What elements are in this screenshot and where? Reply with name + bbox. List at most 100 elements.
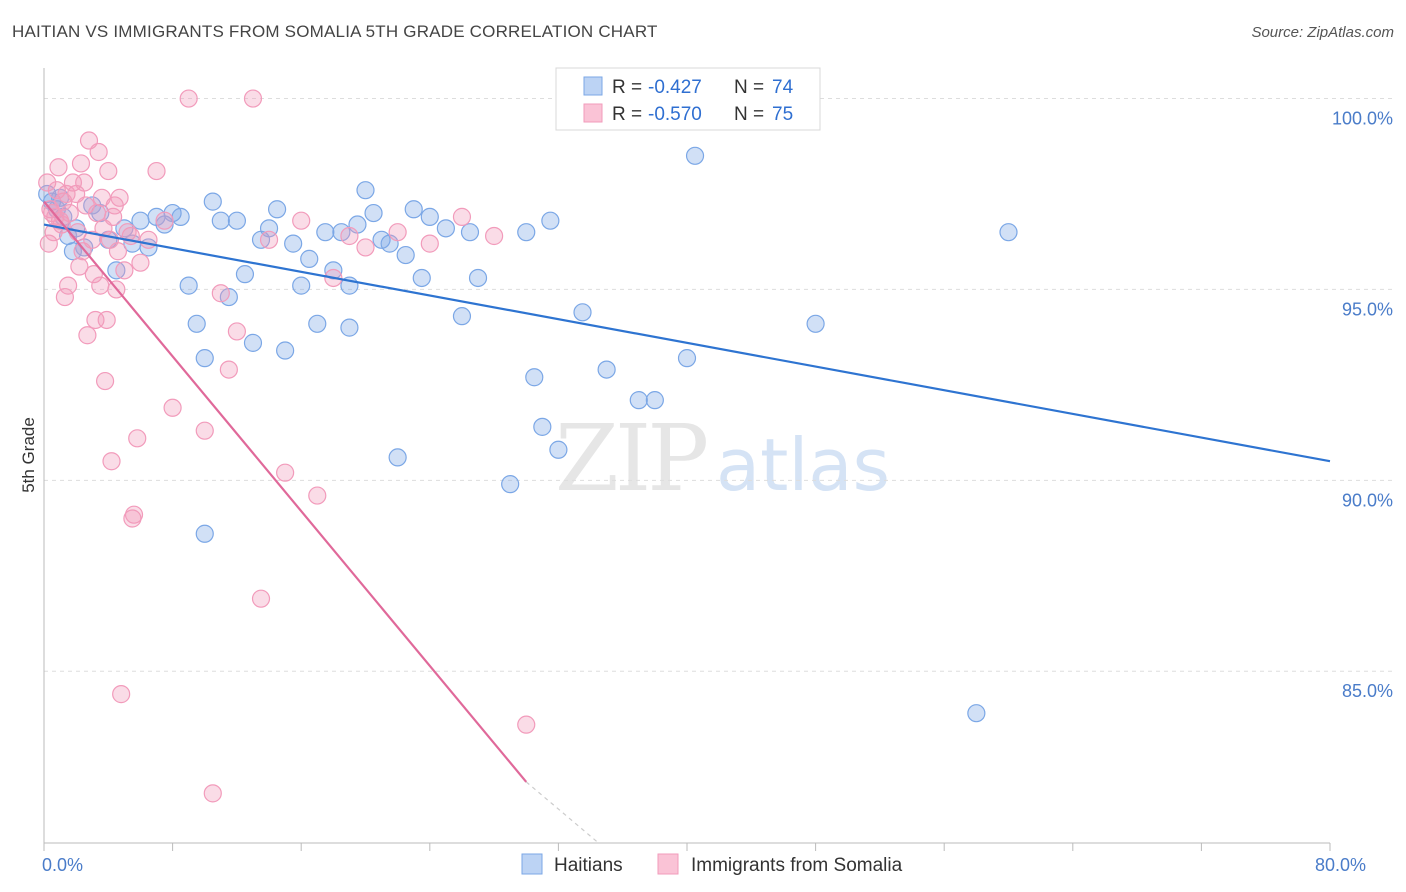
point-haitians-56 <box>501 475 520 494</box>
point-somalia-53 <box>203 784 222 803</box>
point-haitians-48 <box>396 245 415 265</box>
legend-n-label-1: N = <box>734 77 764 98</box>
point-somalia-29 <box>95 371 115 391</box>
point-haitians-32 <box>267 200 287 219</box>
y-tick-label-90: 90.0% <box>1342 490 1393 510</box>
point-somalia-34 <box>104 207 123 226</box>
point-haitians-36 <box>300 249 319 268</box>
watermark-atlas: atlas <box>716 423 890 507</box>
point-somalia-55 <box>219 360 238 379</box>
point-somalia-57 <box>243 89 263 108</box>
point-somalia-50 <box>163 398 182 417</box>
point-somalia-45 <box>128 429 147 448</box>
point-haitians-49 <box>404 200 423 219</box>
point-somalia-51 <box>179 89 198 108</box>
legend-series: Haitians Immigrants from Somalia <box>521 853 903 876</box>
point-haitians-67 <box>677 349 697 368</box>
point-haitians-22 <box>187 314 206 333</box>
point-somalia-21 <box>83 230 102 249</box>
point-haitians-33 <box>276 341 295 360</box>
point-somalia-52 <box>195 421 214 440</box>
y-tick-label-100: 100.0% <box>1332 109 1393 129</box>
point-haitians-28 <box>235 265 255 284</box>
point-haitians-71 <box>999 223 1018 242</box>
point-somalia-59 <box>259 230 279 249</box>
point-somalia-38 <box>110 188 129 207</box>
point-haitians-72 <box>195 524 214 543</box>
point-somalia-69 <box>485 226 504 246</box>
point-somalia-0 <box>38 173 57 192</box>
point-somalia-48 <box>147 161 166 181</box>
point-haitians-65 <box>629 391 648 410</box>
trend-lines <box>43 200 1331 844</box>
point-somalia-62 <box>308 486 327 505</box>
point-somalia-14 <box>70 257 89 276</box>
point-somalia-65 <box>356 238 375 257</box>
legend-bottom-swatch-somalia <box>657 853 679 875</box>
point-somalia-37 <box>108 242 128 261</box>
point-somalia-56 <box>227 322 246 341</box>
point-somalia-33 <box>102 452 121 471</box>
point-haitians-58 <box>525 368 544 387</box>
watermark-zip: ZIP <box>555 405 706 512</box>
trend-line-extension-somalia <box>525 781 599 844</box>
x-tick-labels: 0.0% 80.0% <box>42 855 1366 875</box>
grid-lines <box>44 98 1392 672</box>
point-somalia-26 <box>91 276 110 295</box>
point-somalia-19 <box>78 326 97 345</box>
point-somalia-74 <box>57 184 76 204</box>
data-points <box>38 89 1018 803</box>
point-haitians-34 <box>284 234 303 253</box>
point-haitians-53 <box>452 307 472 326</box>
point-somalia-39 <box>112 685 131 704</box>
x-tick-label-0: 0.0% <box>42 855 83 875</box>
point-haitians-23 <box>195 349 214 368</box>
point-haitians-21 <box>179 276 198 295</box>
point-somalia-49 <box>155 211 174 230</box>
point-haitians-69 <box>806 314 825 333</box>
point-haitians-51 <box>420 207 439 226</box>
trend-line-somalia <box>43 200 528 783</box>
point-haitians-60 <box>541 211 560 230</box>
point-somalia-31 <box>99 161 118 181</box>
point-haitians-68 <box>685 146 705 165</box>
point-somalia-5 <box>49 158 68 177</box>
trend-line-haitians <box>43 223 1331 463</box>
point-somalia-54 <box>211 284 230 303</box>
point-haitians-61 <box>549 440 568 459</box>
point-somalia-44 <box>124 505 144 524</box>
point-somalia-15 <box>71 154 91 173</box>
point-somalia-70 <box>517 715 536 734</box>
point-haitians-50 <box>412 268 431 288</box>
legend-n-value-1: 74 <box>772 77 794 98</box>
legend-bottom-label-haitians: Haitians <box>554 855 623 876</box>
point-haitians-57 <box>517 223 536 242</box>
point-haitians-63 <box>573 303 592 322</box>
point-somalia-66 <box>388 223 407 242</box>
point-somalia-8 <box>55 287 74 307</box>
point-somalia-1 <box>39 234 58 253</box>
legend-r-value-2: -0.570 <box>648 104 702 125</box>
point-somalia-60 <box>276 463 295 482</box>
legend-n-value-2: 75 <box>772 104 793 125</box>
legend-r-value-1: -0.427 <box>648 77 702 98</box>
legend-r-label-2: R = <box>612 104 642 125</box>
point-haitians-6 <box>63 242 83 261</box>
point-somalia-30 <box>97 310 116 330</box>
legend-r-label-1: R = <box>612 77 642 98</box>
chart-title: HAITIAN VS IMMIGRANTS FROM SOMALIA 5TH G… <box>12 22 658 41</box>
y-tick-label-85: 85.0% <box>1342 681 1393 701</box>
point-somalia-46 <box>131 253 150 272</box>
point-somalia-67 <box>420 234 439 253</box>
point-somalia-68 <box>452 207 472 226</box>
point-haitians-20 <box>171 207 190 226</box>
y-tick-labels: 85.0% 90.0% 95.0% 100.0% <box>1332 109 1393 702</box>
point-haitians-64 <box>597 360 616 379</box>
point-haitians-52 <box>436 219 455 238</box>
point-somalia-4 <box>47 181 66 200</box>
point-haitians-73 <box>340 318 359 337</box>
chart-source: Source: ZipAtlas.com <box>1251 24 1394 41</box>
point-haitians-38 <box>316 223 335 242</box>
point-somalia-9 <box>59 276 78 295</box>
